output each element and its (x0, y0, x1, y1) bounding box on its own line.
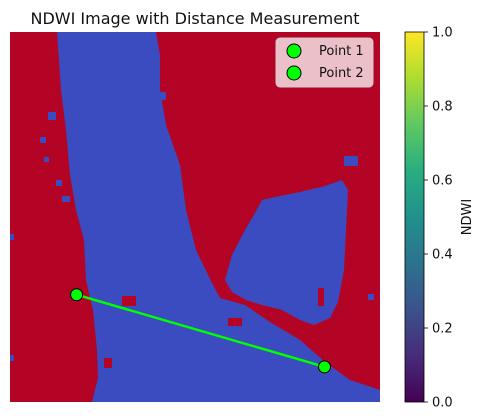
colorbar-label: NDWI (460, 199, 475, 235)
point-1-marker (70, 288, 84, 302)
colorbar: 0.0 0.2 0.4 0.6 0.8 1.0 NDWI (404, 26, 475, 411)
water-area-bottom (98, 300, 380, 402)
distance-line (76, 293, 325, 369)
water-patch (56, 180, 62, 186)
water-patch (40, 137, 46, 143)
water-patch (296, 198, 302, 206)
land-patch (228, 318, 242, 326)
colorbar-tick-label: 0.2 (432, 322, 453, 337)
legend: Point 1 Point 2 (275, 37, 374, 88)
chart-title: NDWI Image with Distance Measurement (30, 9, 359, 28)
water-patch (344, 156, 358, 166)
water-area-right (225, 180, 348, 325)
ndwi-image (10, 32, 380, 402)
legend-label-point-1: Point 1 (319, 44, 364, 59)
legend-marker-point-2 (286, 65, 302, 81)
water-patch (74, 180, 80, 186)
water-patch (10, 234, 14, 240)
colorbar-ticks: 0.0 0.2 0.4 0.6 0.8 1.0 (424, 26, 453, 411)
water-patch (44, 157, 49, 162)
colorbar-gradient (405, 32, 424, 402)
water-patch (48, 112, 56, 120)
land-patch (318, 288, 324, 306)
colorbar-tick-label: 0.4 (432, 248, 453, 263)
colorbar-tick-label: 0.8 (432, 100, 453, 115)
point-2-marker (318, 360, 331, 374)
water-patch (368, 294, 374, 300)
colorbar-frame (404, 31, 425, 403)
water-patch (62, 196, 70, 202)
colorbar-tick-label: 0.0 (432, 396, 453, 411)
land-patch (104, 358, 112, 368)
water-patch (10, 355, 14, 361)
colorbar-tick-label: 1.0 (432, 26, 453, 41)
legend-marker-point-1 (286, 43, 302, 59)
land-patch (122, 296, 136, 306)
colorbar-tick-label: 0.6 (432, 174, 453, 189)
water-patch (160, 92, 166, 100)
legend-label-point-2: Point 2 (319, 66, 364, 81)
